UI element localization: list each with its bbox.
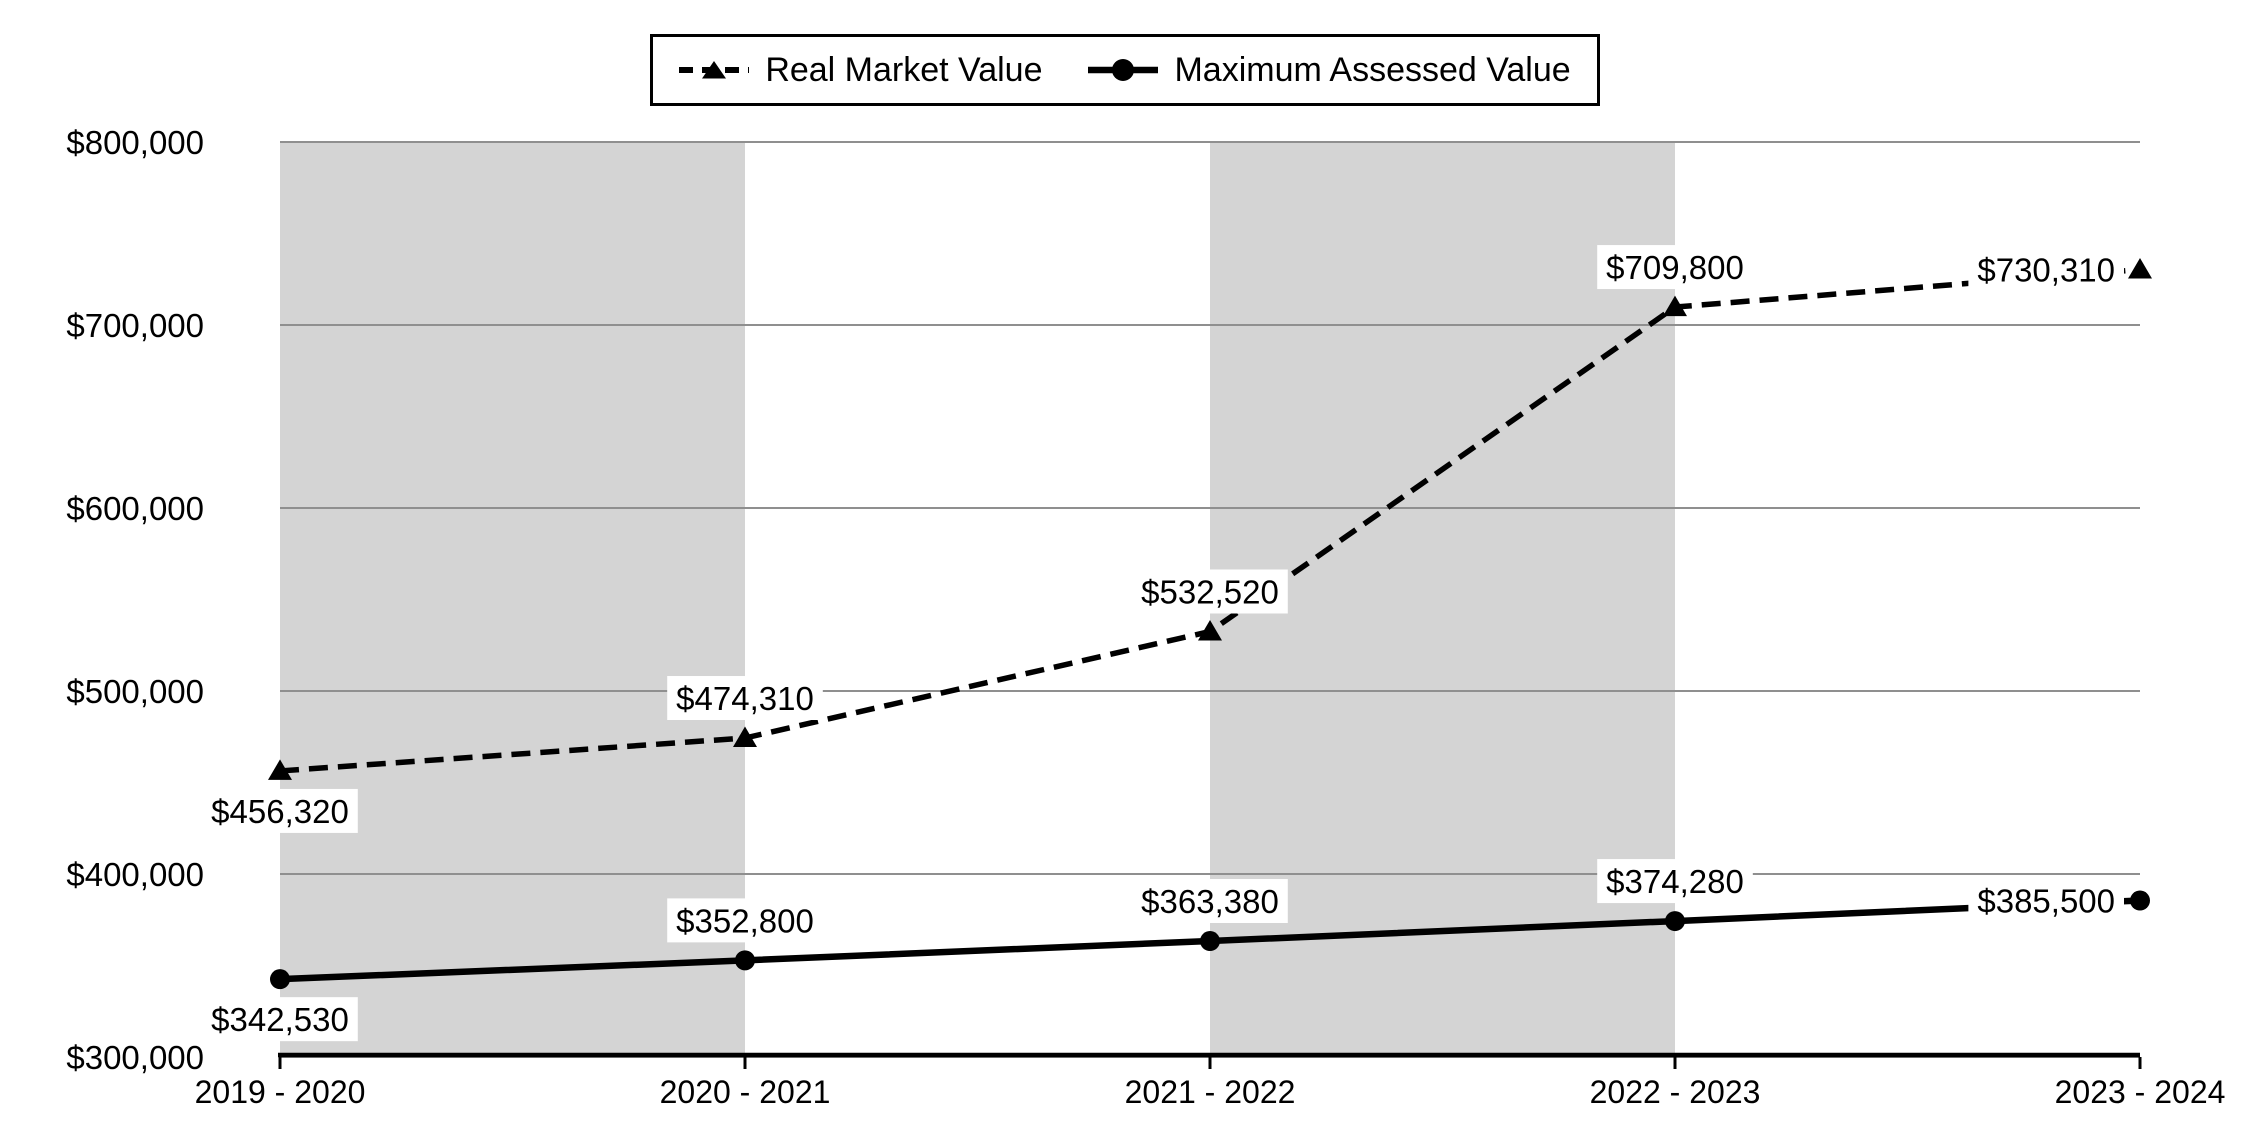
triangle-marker-real-market-value bbox=[1663, 295, 1687, 317]
triangle-marker-real-market-value bbox=[1198, 619, 1222, 641]
x-axis-tick-label: 2023 - 2024 bbox=[2055, 1074, 2226, 1110]
legend-label-maximum-assessed-value: Maximum Assessed Value bbox=[1174, 50, 1571, 89]
circle-marker-maximum-assessed-value bbox=[1200, 931, 1220, 952]
data-label-background bbox=[202, 788, 358, 833]
data-label: $474,310 bbox=[676, 680, 814, 717]
y-axis-tick-label: $500,000 bbox=[66, 673, 204, 710]
x-axis-tick-label: 2019 - 2020 bbox=[195, 1074, 366, 1110]
data-label: $385,500 bbox=[1977, 883, 2115, 920]
legend-label-real-market-value: Real Market Value bbox=[765, 50, 1043, 89]
circle-marker-maximum-assessed-value bbox=[270, 969, 290, 990]
x-axis-tick-label: 2020 - 2021 bbox=[660, 1074, 831, 1110]
legend-item-real-market-value: Real Market Value bbox=[679, 51, 1042, 90]
y-axis-tick-label: $400,000 bbox=[66, 856, 204, 893]
data-label-background bbox=[202, 997, 358, 1042]
triangle-marker-real-market-value bbox=[2128, 258, 2152, 279]
legend-item-maximum-assessed-value: Maximum Assessed Value bbox=[1088, 50, 1571, 90]
data-label-background bbox=[1132, 879, 1288, 924]
data-label: $363,380 bbox=[1141, 883, 1279, 920]
data-label-background bbox=[1597, 245, 1753, 290]
triangle-marker-real-market-value bbox=[268, 759, 292, 780]
legend: Real Market Value Maximum Assessed Value bbox=[650, 34, 1600, 106]
data-label-background bbox=[667, 676, 823, 721]
data-label: $352,800 bbox=[676, 902, 814, 939]
y-axis-tick-label: $300,000 bbox=[66, 1039, 204, 1076]
data-label: $456,320 bbox=[211, 793, 349, 830]
triangle-marker-real-market-value bbox=[733, 726, 757, 748]
data-label: $374,280 bbox=[1606, 863, 1744, 900]
circle-marker-maximum-assessed-value bbox=[2130, 890, 2150, 911]
y-axis-tick-label: $800,000 bbox=[66, 124, 204, 161]
data-label-background bbox=[1132, 569, 1288, 614]
data-label-background bbox=[1968, 878, 2124, 923]
data-label: $730,310 bbox=[1977, 252, 2115, 289]
y-axis-tick-label: $600,000 bbox=[66, 490, 204, 527]
circle-marker-maximum-assessed-value bbox=[735, 950, 755, 971]
data-label: $532,520 bbox=[1141, 573, 1279, 610]
data-label-background bbox=[1597, 859, 1753, 904]
data-label: $342,530 bbox=[211, 1001, 349, 1038]
x-axis-tick-label: 2021 - 2022 bbox=[1125, 1074, 1296, 1110]
circle-marker-maximum-assessed-value bbox=[1665, 911, 1685, 932]
dashed-line-triangle-marker-icon bbox=[679, 61, 750, 79]
x-axis-tick-label: 2022 - 2023 bbox=[1590, 1074, 1761, 1110]
y-axis-tick-label: $700,000 bbox=[66, 307, 204, 344]
data-label-background bbox=[667, 898, 823, 943]
data-label: $709,800 bbox=[1606, 249, 1744, 286]
solid-line-circle-marker-icon bbox=[1088, 59, 1159, 81]
data-label-background bbox=[1968, 247, 2124, 292]
